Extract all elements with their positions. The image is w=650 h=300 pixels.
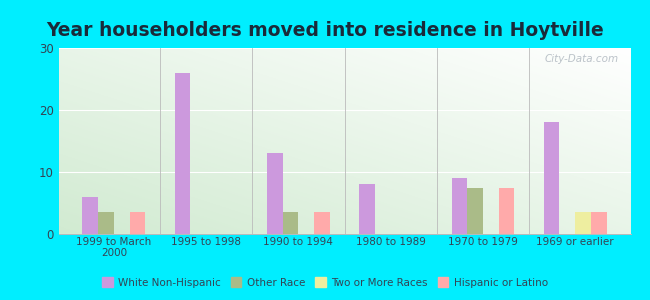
Bar xyxy=(267,153,283,234)
Text: City-Data.com: City-Data.com xyxy=(545,54,619,64)
Bar xyxy=(175,73,190,234)
Bar xyxy=(467,188,483,234)
Text: Year householders moved into residence in Hoytville: Year householders moved into residence i… xyxy=(46,21,604,40)
Legend: White Non-Hispanic, Other Race, Two or More Races, Hispanic or Latino: White Non-Hispanic, Other Race, Two or M… xyxy=(98,273,552,292)
Bar xyxy=(98,212,114,234)
Bar xyxy=(575,212,591,234)
Bar xyxy=(283,212,298,234)
Bar xyxy=(452,178,467,234)
Bar xyxy=(314,212,330,234)
Bar xyxy=(499,188,514,234)
Bar xyxy=(359,184,375,234)
Bar xyxy=(83,197,98,234)
Bar xyxy=(544,122,560,234)
Bar xyxy=(129,212,145,234)
Bar xyxy=(591,212,606,234)
